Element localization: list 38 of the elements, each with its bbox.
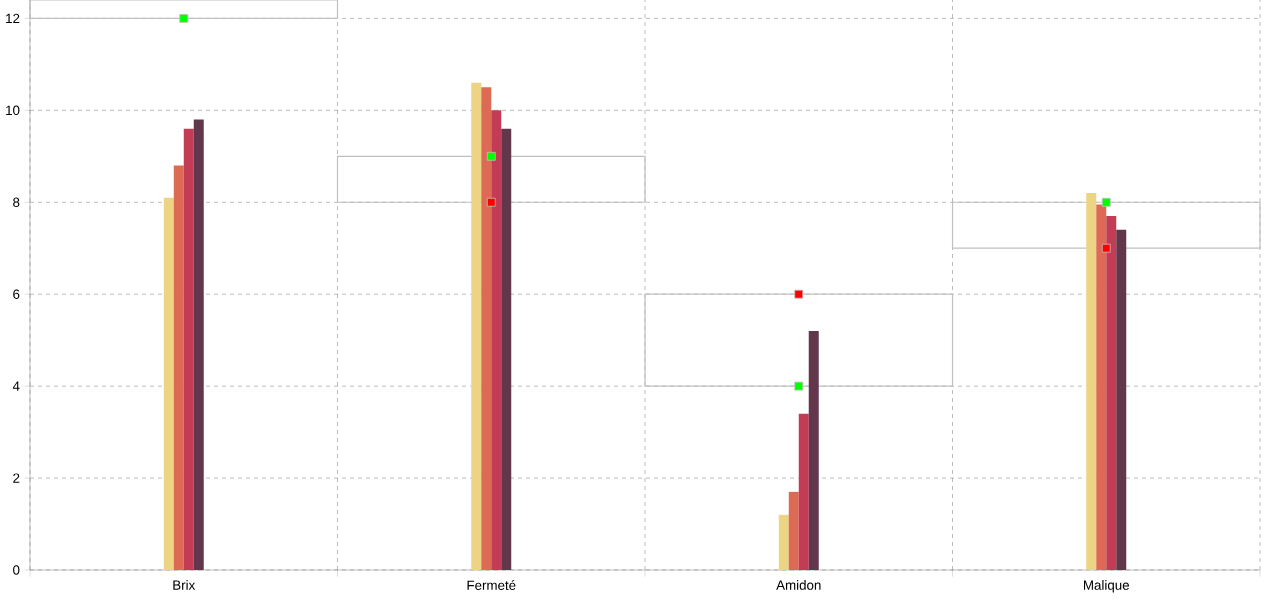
x-tick-label: Malique — [1084, 580, 1129, 593]
y-tick-label: 4 — [12, 381, 20, 391]
bar — [1106, 216, 1117, 570]
point — [486, 197, 496, 207]
bar — [644, 293, 954, 387]
point — [179, 13, 189, 23]
bar — [788, 491, 799, 570]
y-tick-label: 6 — [13, 289, 20, 299]
bar — [183, 128, 194, 570]
bar — [798, 413, 809, 570]
point — [486, 151, 496, 161]
bar — [808, 330, 819, 570]
bar — [193, 119, 204, 570]
bar — [336, 155, 646, 203]
point — [1101, 243, 1111, 253]
point — [794, 289, 804, 299]
x-tick-label: Amidon — [776, 580, 821, 590]
bar — [29, 0, 339, 19]
bar — [501, 128, 512, 570]
x-tick-label: Fermeté — [467, 580, 516, 590]
bar — [163, 197, 174, 570]
y-tick-label: 12 — [6, 13, 20, 24]
bar — [1086, 193, 1097, 570]
bar — [491, 110, 502, 570]
y-tick-label: 0 — [13, 565, 20, 575]
y-tick-label: 2 — [13, 473, 20, 483]
bar — [173, 165, 184, 570]
x-tick-label: Brix — [173, 580, 196, 590]
bar — [481, 87, 492, 570]
bar — [1116, 229, 1127, 570]
bar — [471, 82, 482, 570]
bar — [778, 514, 789, 570]
bar — [1096, 204, 1107, 570]
point — [1101, 197, 1111, 207]
y-tick-label: 8 — [13, 197, 20, 207]
y-tick-label: 10 — [6, 105, 20, 116]
point — [794, 381, 804, 391]
bar — [951, 201, 1261, 249]
